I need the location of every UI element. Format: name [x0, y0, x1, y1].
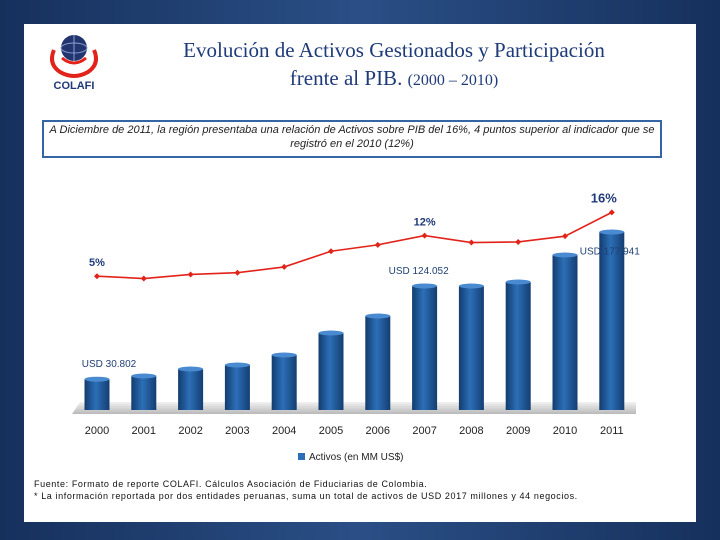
- footer-notes: Fuente: Formato de reporte COLAFI. Cálcu…: [34, 478, 684, 502]
- bar-top-2001: [131, 373, 157, 379]
- bar-top-2011: [599, 229, 625, 235]
- ratio-point-2008: [468, 239, 475, 246]
- ratio-point-2002: [187, 271, 194, 278]
- ratio-point-2003: [234, 269, 241, 276]
- page-title: Evolución de Activos Gestionados y Parti…: [114, 36, 674, 95]
- data-label-assets-2007: USD 124.052: [389, 266, 449, 277]
- highlight-callout: A Diciembre de 2011, la región presentab…: [42, 120, 662, 158]
- title-line-1: Evolución de Activos Gestionados y Parti…: [183, 38, 605, 62]
- x-tick-2004: 2004: [272, 425, 296, 437]
- bar-top-2003: [224, 362, 250, 368]
- bar-top-2007: [412, 283, 438, 289]
- x-tick-2001: 2001: [132, 425, 156, 437]
- bar-top-2005: [318, 330, 344, 336]
- bar-top-2004: [271, 352, 297, 358]
- bar-2006: [365, 316, 391, 410]
- x-tick-2007: 2007: [412, 425, 436, 437]
- bar-2003: [224, 365, 250, 410]
- x-tick-2010: 2010: [553, 425, 577, 437]
- bar-2005: [318, 333, 344, 410]
- bar-2011: [599, 232, 625, 410]
- bar-2000: [84, 379, 110, 410]
- ratio-point-2009: [515, 238, 522, 245]
- ratio-point-2000: [94, 273, 100, 280]
- title-years: (2000 – 2010): [407, 72, 499, 89]
- ratio-point-2005: [328, 248, 334, 255]
- bar-2001: [131, 376, 157, 410]
- ratio-point-2004: [281, 263, 288, 270]
- data-label-ratio-2000: 5%: [89, 257, 105, 269]
- bar-top-2009: [505, 279, 531, 285]
- legend-label: Activos (en MM US$): [309, 452, 403, 463]
- data-label-assets-2011: USD 177.941: [580, 246, 640, 257]
- legend: Activos (en MM US$): [298, 452, 403, 463]
- bar-2010: [552, 255, 578, 410]
- bar-top-2008: [458, 283, 484, 289]
- peru-note: * La información reportada por dos entid…: [34, 491, 578, 501]
- x-tick-2008: 2008: [459, 425, 483, 437]
- source-note: Fuente: Formato de reporte COLAFI. Cálcu…: [34, 479, 428, 489]
- bar-top-2000: [84, 376, 110, 382]
- ratio-point-2010: [562, 233, 568, 240]
- data-label-assets-2000: USD 30.802: [82, 359, 137, 370]
- bar-2007: [412, 285, 438, 410]
- bar-2008: [458, 286, 484, 410]
- ratio-point-2011: [608, 209, 615, 216]
- bar-2004: [271, 355, 297, 410]
- ratio-line: [96, 211, 613, 280]
- bar-2009: [505, 282, 531, 410]
- logo-text: COLAFI: [53, 80, 95, 92]
- x-tick-2002: 2002: [178, 425, 202, 437]
- bar-2002: [178, 369, 204, 410]
- data-label-ratio-2007: 12%: [414, 217, 436, 229]
- x-tick-2005: 2005: [319, 425, 343, 437]
- ratio-point-2001: [140, 275, 147, 282]
- x-tick-2000: 2000: [85, 425, 109, 437]
- assets-chart: USD 30.802 USD 124.052 USD 177.941 5% 12% 16%…: [72, 190, 640, 463]
- title-line-2: frente al PIB.: [289, 66, 403, 90]
- x-tick-2006: 2006: [366, 425, 390, 437]
- ratio-point-2006: [374, 241, 381, 248]
- colafi-logo: COLAFI: [36, 28, 112, 98]
- bar-top-2002: [178, 366, 204, 372]
- ratio-point-2007: [421, 232, 428, 239]
- slide: COLAFI Evolución de Activos Gestionados …: [24, 24, 696, 522]
- legend-swatch: [298, 453, 305, 460]
- bar-top-2006: [365, 313, 391, 319]
- x-tick-2003: 2003: [225, 425, 249, 437]
- data-label-ratio-2011: 16%: [591, 190, 617, 205]
- chart-floor: [72, 402, 636, 414]
- bar-top-2010: [552, 252, 578, 258]
- x-tick-2011: 2011: [600, 425, 624, 437]
- globe-icon: [50, 35, 98, 78]
- x-tick-2009: 2009: [506, 425, 530, 437]
